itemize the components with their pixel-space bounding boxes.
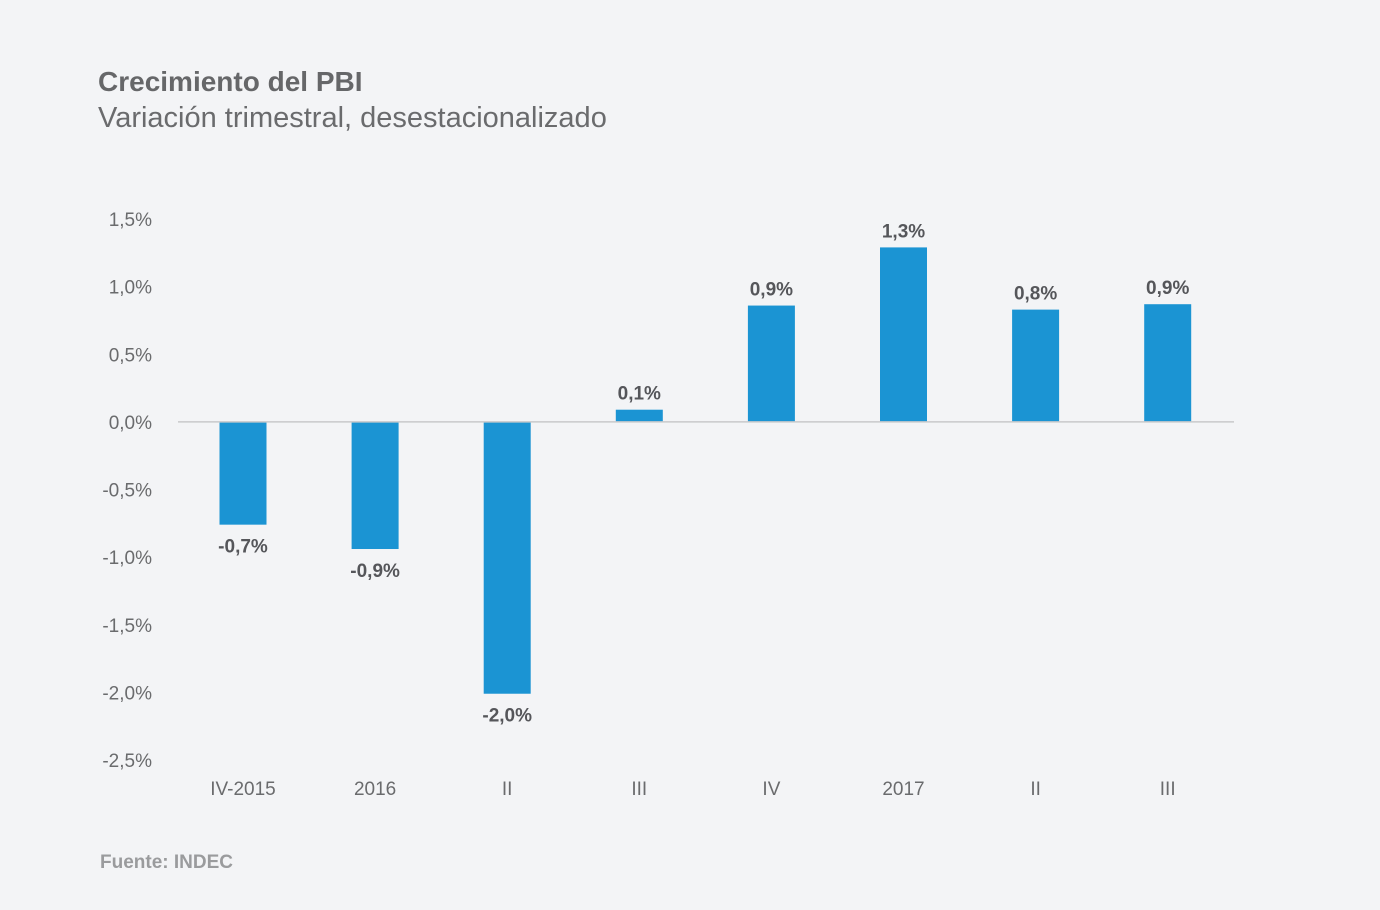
y-tick-label: -0,5% [102,481,152,502]
x-tick-label: 2016 [354,779,396,800]
y-tick-label: -2,5% [102,751,152,772]
bar [483,421,531,694]
bar [1012,309,1060,422]
data-label: -0,9% [350,561,400,582]
y-tick-label: -1,5% [102,616,152,637]
bar [1144,304,1192,422]
x-tick-label: III [1160,779,1176,800]
data-label: 0,1% [618,384,661,405]
source-note: Fuente: INDEC [100,852,233,873]
chart-subtitle: Variación trimestral, desestacionalizado [98,102,607,134]
data-labels: -0,7% -0,9% -2,0% 0,1% 0,9% 1,3% 0,8% 0,9% [218,221,1189,726]
bar [615,409,663,422]
data-label: -0,7% [218,537,268,558]
y-tick-label: -1,0% [102,548,152,569]
bar [219,421,267,525]
y-tick-label: 1,0% [109,278,152,299]
x-tick-label: III [631,779,647,800]
chart-title: Crecimiento del PBI [98,66,363,97]
data-label: 0,8% [1014,284,1057,305]
data-label: 1,3% [882,221,925,242]
x-axis: IV-2015 2016 II III IV 2017 II III [210,779,1175,800]
y-tick-label: 0,0% [109,413,152,434]
data-label: -2,0% [482,706,532,727]
y-tick-label: 0,5% [109,345,152,366]
bar [351,421,399,550]
bar [880,247,927,422]
x-tick-label: II [502,779,513,800]
data-label: 0,9% [1146,278,1189,299]
data-label: 0,9% [750,280,793,301]
y-axis: 1,5% 1,0% 0,5% 0,0% -0,5% -1,0% -1,5% -2,0% -2,5… [102,210,152,772]
x-tick-label: IV [762,779,780,800]
bar [747,305,795,422]
y-tick-label: 1,5% [109,210,152,231]
x-tick-label: 2017 [882,779,924,800]
x-tick-label: IV-2015 [210,779,276,800]
y-tick-label: -2,0% [102,683,152,704]
bars [219,247,1192,694]
x-tick-label: II [1030,779,1041,800]
